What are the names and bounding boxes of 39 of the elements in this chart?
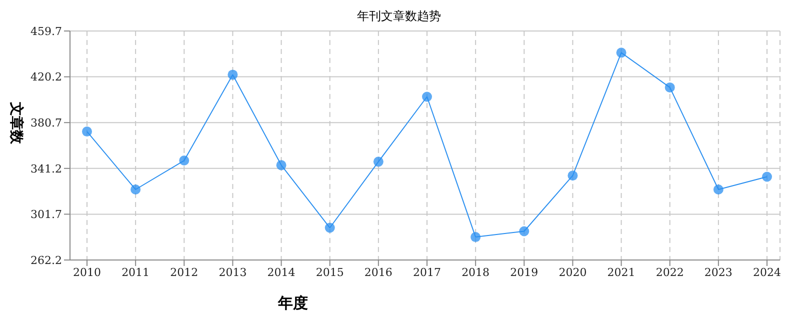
x-tick-label: 2017 (413, 266, 441, 279)
x-tick-label: 2014 (267, 266, 296, 279)
y-tick-label: 341.2 (30, 162, 62, 176)
point (228, 70, 238, 80)
x-tick-label: 2015 (316, 266, 344, 279)
x-tick-label: 2023 (704, 266, 732, 279)
point (324, 222, 335, 233)
point (762, 172, 772, 182)
y-tick-label: 301.7 (30, 208, 62, 222)
x-tick-label: 2011 (122, 266, 150, 279)
chart-title: 年刊文章数趋势 (356, 8, 442, 25)
point (713, 184, 724, 195)
x-tick-label: 2013 (218, 266, 247, 279)
x-tick-label: 2010 (73, 266, 101, 279)
y-axis-title: 文章数 (7, 101, 25, 146)
point (664, 82, 675, 92)
point (519, 226, 530, 236)
point (422, 92, 432, 102)
y-tick-label: 459.7 (30, 24, 62, 38)
y-tick-label: 380.7 (30, 116, 62, 130)
y-tick-label: 262.2 (30, 254, 62, 267)
x-axis-title: 年度 (278, 294, 308, 313)
x-tick-label: 2016 (364, 266, 392, 279)
x-tick-label: 2018 (462, 266, 490, 279)
point (130, 184, 141, 195)
x-tick-label: 2020 (558, 266, 587, 279)
x-tick-label: 2021 (607, 266, 636, 279)
point (82, 126, 92, 137)
point (276, 160, 286, 170)
point (616, 48, 626, 58)
point (470, 232, 481, 242)
point (179, 156, 190, 166)
point (568, 170, 578, 181)
x-tick-label: 2012 (170, 266, 198, 279)
x-tick-label: 2024 (753, 266, 781, 279)
point (373, 156, 384, 167)
x-tick-label: 2022 (656, 266, 684, 279)
x-tick-label: 2019 (510, 266, 538, 279)
y-tick-label: 420.2 (30, 70, 62, 84)
